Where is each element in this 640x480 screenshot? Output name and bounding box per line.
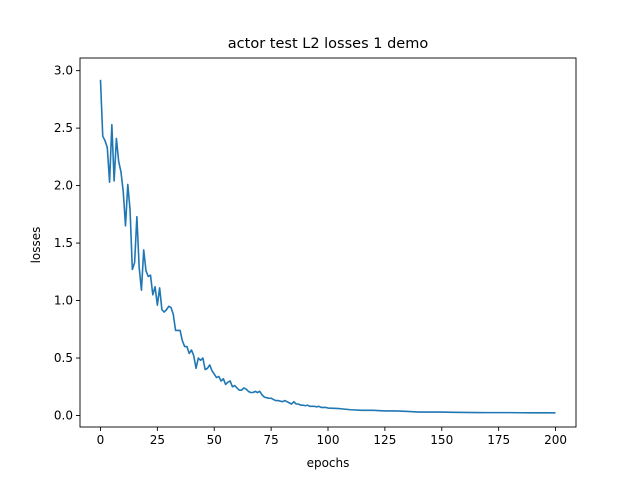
y-tick-label: 0.5 bbox=[54, 351, 73, 365]
x-axis-label: epochs bbox=[307, 456, 350, 470]
y-tick-label: 1.0 bbox=[54, 294, 73, 308]
chart-title: actor test L2 losses 1 demo bbox=[228, 36, 429, 52]
y-axis-label: losses bbox=[29, 227, 43, 264]
x-tick-label: 50 bbox=[207, 433, 222, 447]
x-tick-label: 175 bbox=[487, 433, 510, 447]
y-tick-label: 2.5 bbox=[54, 121, 73, 135]
x-tick-label: 150 bbox=[430, 433, 453, 447]
y-tick-label: 0.0 bbox=[54, 409, 73, 423]
x-tick-label: 75 bbox=[263, 433, 278, 447]
series-line-1 bbox=[99, 79, 556, 414]
x-tick-label: 125 bbox=[373, 433, 396, 447]
x-tick-label: 25 bbox=[150, 433, 165, 447]
plot-area: 0 25 50 75 100 125 150 175 200 0.0 0.5 1.0 1.5 2.0 2.5… bbox=[54, 57, 577, 447]
y-tick-label: 1.5 bbox=[54, 236, 73, 250]
y-tick-label: 3.0 bbox=[54, 64, 73, 78]
x-tick-label: 0 bbox=[97, 433, 105, 447]
x-tick-label: 100 bbox=[317, 433, 340, 447]
y-tick-label: 2.0 bbox=[54, 179, 73, 193]
x-tick-label: 200 bbox=[544, 433, 567, 447]
